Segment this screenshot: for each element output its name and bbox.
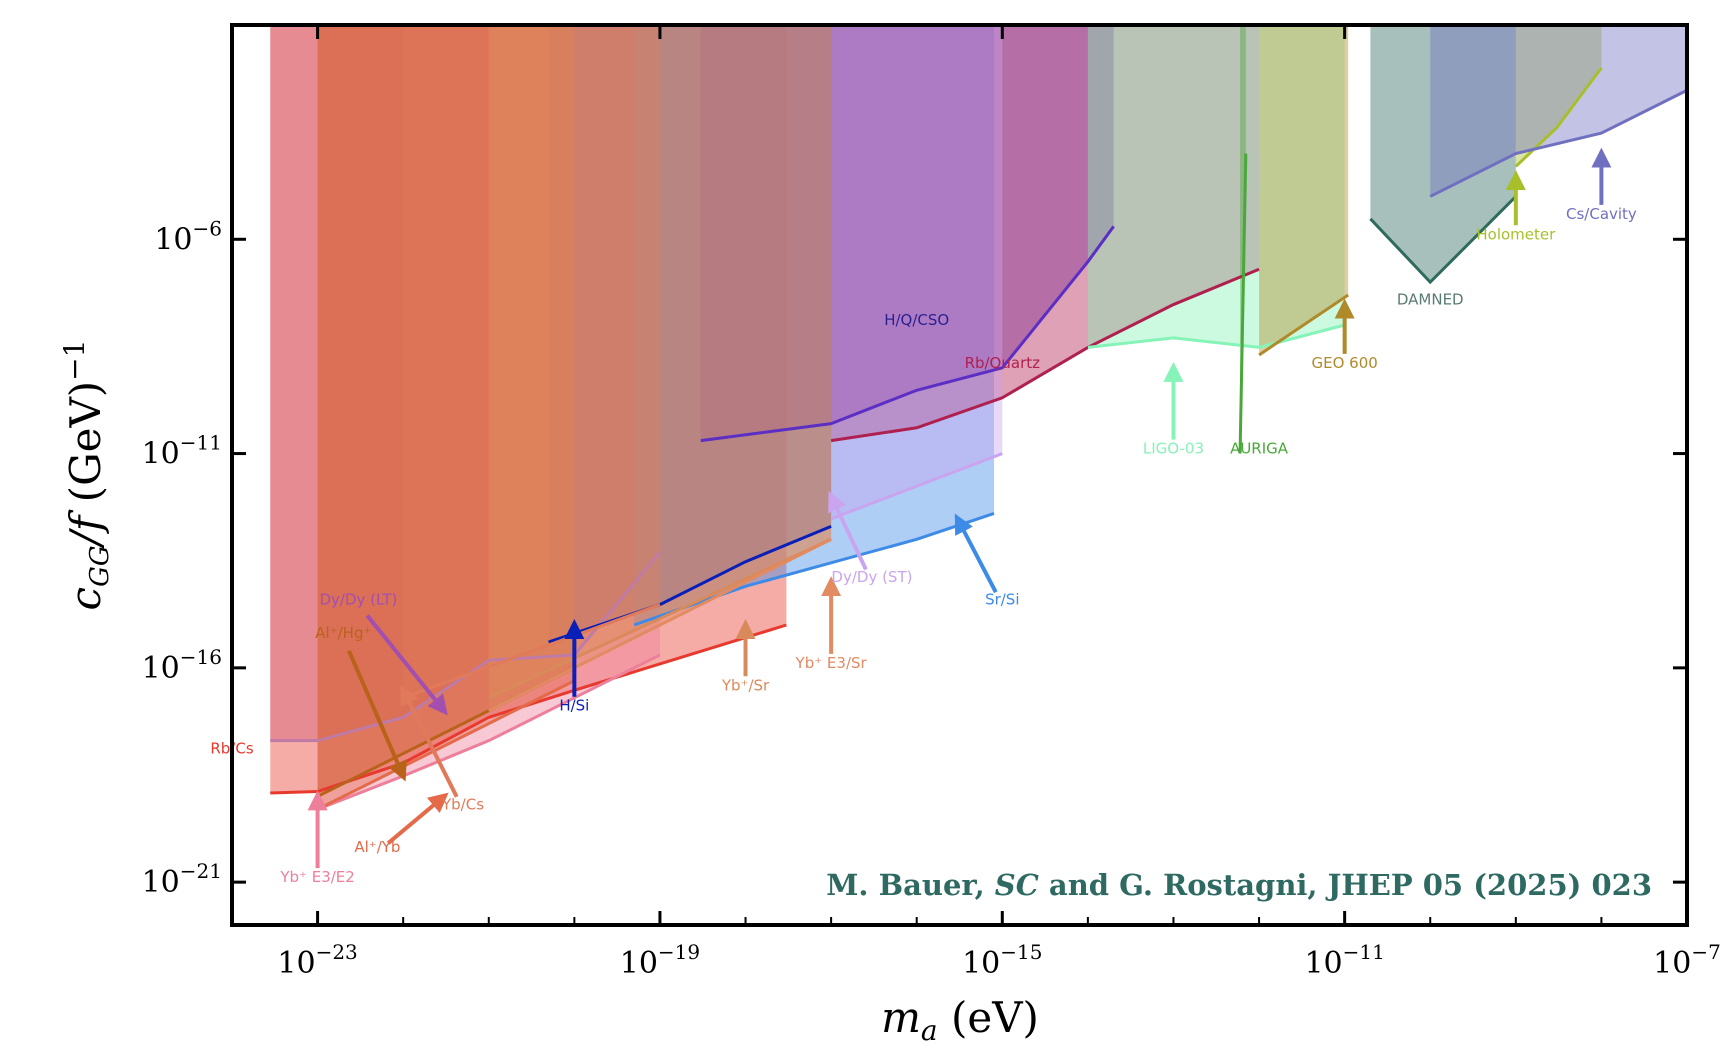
region-h-q-cso: [700, 25, 1114, 441]
bound-line-yb-sr: [488, 537, 832, 700]
region-yb-sr: [488, 25, 832, 698]
region-geo-600: [1259, 25, 1349, 355]
label-yb-cs: Yb/Cs: [441, 795, 484, 813]
arrow-dy-dy-lt: [365, 614, 448, 716]
bound-line-holometer: [1514, 66, 1603, 168]
arrow-al-hg: [347, 649, 407, 782]
region-dy-dy-st: [831, 25, 1003, 519]
label-holometer: Holometer: [1476, 225, 1556, 243]
exclusion-regions: [270, 25, 1687, 810]
bound-line-al-yb: [316, 679, 576, 811]
label-rb-quartz: Rb/Quartz: [965, 354, 1041, 372]
region-yb-e3-sr: [488, 25, 832, 711]
label-sr-si: Sr/Si: [985, 591, 1019, 609]
credit-text: M. Bauer, SC and G. Rostagni, JHEP 05 (2…: [826, 868, 1652, 902]
svg-text:cGG/f (GeV)−1: cGG/f (GeV)−1: [58, 340, 115, 611]
plot-area: [232, 25, 1687, 925]
label-dy-dy-lt: Dy/Dy (LT): [320, 591, 398, 609]
region-h-si: [548, 25, 832, 643]
bound-line-rb-quartz: [830, 267, 1260, 443]
region-ligo-03: [1087, 25, 1345, 348]
x-tick-label: 10−11: [1304, 940, 1384, 981]
arrow-sr-si: [954, 513, 998, 594]
region-damned: [1370, 25, 1516, 283]
label-geo-600: GEO 600: [1311, 354, 1377, 372]
x-tick-label: 10−7: [1653, 940, 1721, 981]
region-rb-quartz: [831, 25, 1260, 441]
bound-line-yb-cs: [402, 603, 661, 700]
label-damned: DAMNED: [1397, 291, 1464, 309]
plot-frame: [230, 23, 1689, 927]
region-yb-cs: [403, 25, 660, 698]
bound-line-cs-cavity: [1429, 88, 1687, 198]
label-yb-e3-e2: Yb⁺ E3/E2: [279, 868, 354, 886]
bound-line-yb-e3-sr: [488, 537, 832, 713]
label-ligo-03: LIGO-03: [1143, 440, 1204, 458]
region-dy-dy-lt: [270, 25, 660, 741]
region-yb-e3-e2: [317, 25, 660, 810]
region-al-hg: [317, 25, 575, 797]
y-tick-label: 10−6: [154, 216, 222, 257]
label-dy-dy-st: Dy/Dy (ST): [831, 568, 912, 586]
region-rb-cs: [270, 25, 787, 794]
bound-line-h-q-cso: [700, 225, 1115, 443]
y-tick-label: 10−21: [142, 859, 222, 900]
x-axis-ticks: 10−23 10−19 10−15 10−11 10−7: [231, 25, 1721, 981]
x-tick-label: 10−19: [620, 940, 700, 981]
label-h-si: H/Si: [559, 697, 589, 715]
label-auriga: AURIGA: [1230, 440, 1289, 458]
x-tick-label: 10−23: [277, 940, 357, 981]
bound-line-yb-e3-e2: [317, 653, 661, 811]
bound-line-geo-600: [1258, 293, 1350, 357]
region-al-yb: [317, 25, 575, 810]
bound-line-auriga: [1238, 153, 1248, 454]
y-axis-ticks: 10−21 10−16 10−11 10−6: [142, 216, 1687, 900]
x-axis-title: ma (eV): [881, 993, 1039, 1047]
bound-line-dy-dy-lt: [270, 551, 662, 743]
bound-line-dy-dy-st: [830, 452, 1003, 521]
label-yb-e3-sr: Yb⁺ E3/Sr: [795, 654, 868, 672]
constraint-lines: [270, 66, 1687, 811]
label-cs-cavity: Cs/Cavity: [1566, 205, 1637, 223]
x-tick-label: 10−15: [962, 940, 1042, 981]
arrow-al-yb: [386, 792, 449, 845]
region-holometer: [1515, 25, 1602, 167]
y-tick-label: 10−11: [142, 431, 222, 472]
region-sr-si: [634, 25, 994, 625]
label-al-hg: Al⁺/Hg⁺: [315, 624, 371, 642]
y-tick-label: 10−16: [142, 645, 222, 686]
bound-line-damned: [1369, 195, 1517, 285]
label-yb-sr: Yb⁺/Sr: [721, 676, 770, 694]
y-axis-title: cGG/f (GeV)−1: [58, 340, 115, 611]
label-h-q-cso: H/Q/CSO: [884, 311, 949, 329]
arrow-yb-cs: [400, 684, 459, 798]
region-cs-cavity: [1430, 25, 1687, 197]
label-al-yb: Al⁺/Yb: [354, 838, 400, 856]
arrow-dy-dy-st: [828, 491, 868, 571]
bound-line-ligo-03: [1087, 323, 1346, 349]
